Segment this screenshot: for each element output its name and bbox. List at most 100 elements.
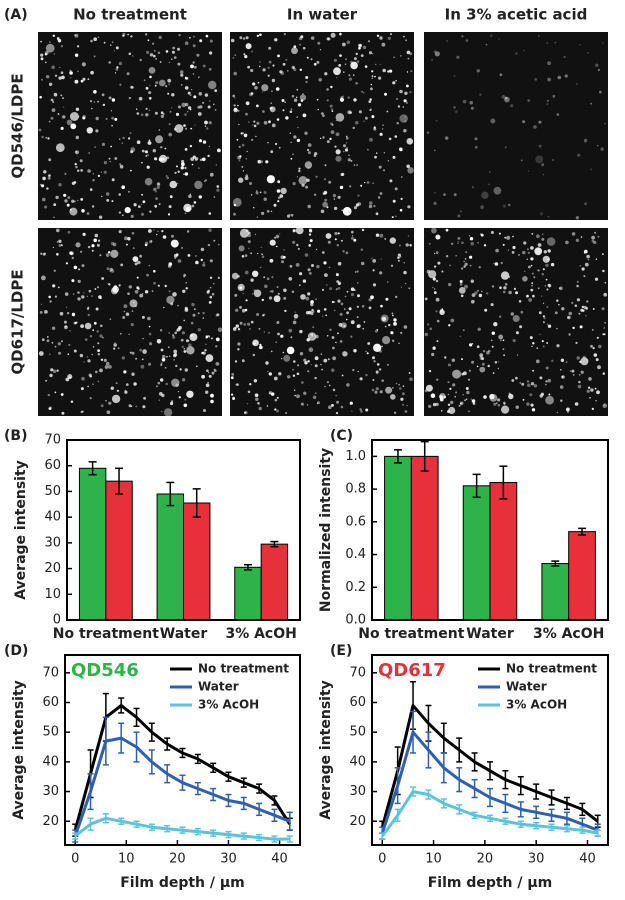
particle <box>116 389 119 392</box>
micrograph <box>38 32 222 220</box>
particle <box>434 149 436 152</box>
particle <box>401 176 403 178</box>
particle <box>173 349 178 354</box>
particle <box>45 137 47 139</box>
particle <box>404 410 408 413</box>
particle <box>274 398 278 402</box>
particle <box>42 338 45 342</box>
particle <box>455 391 458 394</box>
particle <box>115 46 119 50</box>
particle <box>174 257 176 260</box>
particle <box>160 111 164 114</box>
particle <box>527 383 531 388</box>
particle <box>479 356 483 360</box>
particle <box>282 62 286 66</box>
micrograph <box>38 228 223 417</box>
particle <box>360 410 363 413</box>
particle <box>378 165 382 169</box>
particle <box>183 348 186 350</box>
particle <box>361 228 365 232</box>
particle <box>128 96 132 100</box>
particle <box>77 291 80 294</box>
particle <box>184 148 188 151</box>
particle <box>208 374 212 378</box>
particle <box>357 370 359 373</box>
particle <box>470 398 472 400</box>
particle <box>347 96 350 99</box>
particle <box>323 358 328 363</box>
particle <box>207 382 209 384</box>
particle <box>337 261 342 266</box>
particle <box>190 321 194 325</box>
particle <box>124 390 128 394</box>
particle <box>530 382 535 386</box>
y-tick-label: 40 <box>44 510 61 525</box>
particle <box>215 314 218 317</box>
particle <box>160 348 164 352</box>
particle <box>397 105 401 108</box>
particle <box>98 215 103 219</box>
particle <box>104 365 109 369</box>
x-tick-label: 20 <box>169 852 186 867</box>
particle <box>96 243 100 247</box>
x-tick-label: 30 <box>528 852 545 867</box>
particle <box>250 194 253 196</box>
particle <box>80 324 84 328</box>
particle <box>73 321 77 325</box>
particle <box>439 309 445 315</box>
particle <box>294 389 296 391</box>
particle <box>363 120 365 122</box>
particle <box>332 356 336 361</box>
particle <box>359 377 363 381</box>
particle <box>46 187 49 190</box>
particle <box>80 387 84 391</box>
particle <box>93 55 96 58</box>
particle <box>568 333 571 336</box>
particle <box>183 275 186 278</box>
particle <box>147 39 150 42</box>
particle <box>73 265 78 270</box>
particle <box>92 179 95 182</box>
particle <box>546 342 548 344</box>
particle <box>589 397 591 399</box>
particle <box>306 56 309 59</box>
particle <box>337 287 341 290</box>
particle <box>385 386 393 394</box>
particle <box>89 375 93 378</box>
particle <box>142 349 147 354</box>
particle <box>307 360 310 363</box>
particle <box>543 250 547 254</box>
particle <box>543 317 546 320</box>
particle <box>103 41 106 44</box>
particle <box>106 199 110 202</box>
particle <box>465 398 468 401</box>
particle <box>435 297 440 302</box>
particle <box>508 290 512 295</box>
particle <box>192 61 195 64</box>
particle <box>49 373 53 378</box>
particle <box>144 243 148 247</box>
particle <box>189 333 198 342</box>
particle <box>283 288 287 293</box>
particle <box>501 405 510 414</box>
particle <box>319 137 322 140</box>
particle <box>560 399 563 402</box>
particle <box>139 348 142 352</box>
particle <box>149 210 152 213</box>
particle <box>501 95 506 99</box>
particle <box>259 65 261 68</box>
particle <box>297 126 299 129</box>
particle <box>444 356 447 359</box>
y-axis-label: Average intensity <box>11 680 27 820</box>
particle <box>141 315 145 319</box>
particle <box>111 116 114 120</box>
particle <box>355 121 359 125</box>
particle <box>457 242 459 245</box>
particle <box>334 238 337 241</box>
particle <box>453 106 456 109</box>
particle <box>346 318 348 321</box>
particle <box>195 260 199 265</box>
particle <box>449 387 452 390</box>
particle <box>497 403 501 407</box>
particle <box>362 327 365 330</box>
